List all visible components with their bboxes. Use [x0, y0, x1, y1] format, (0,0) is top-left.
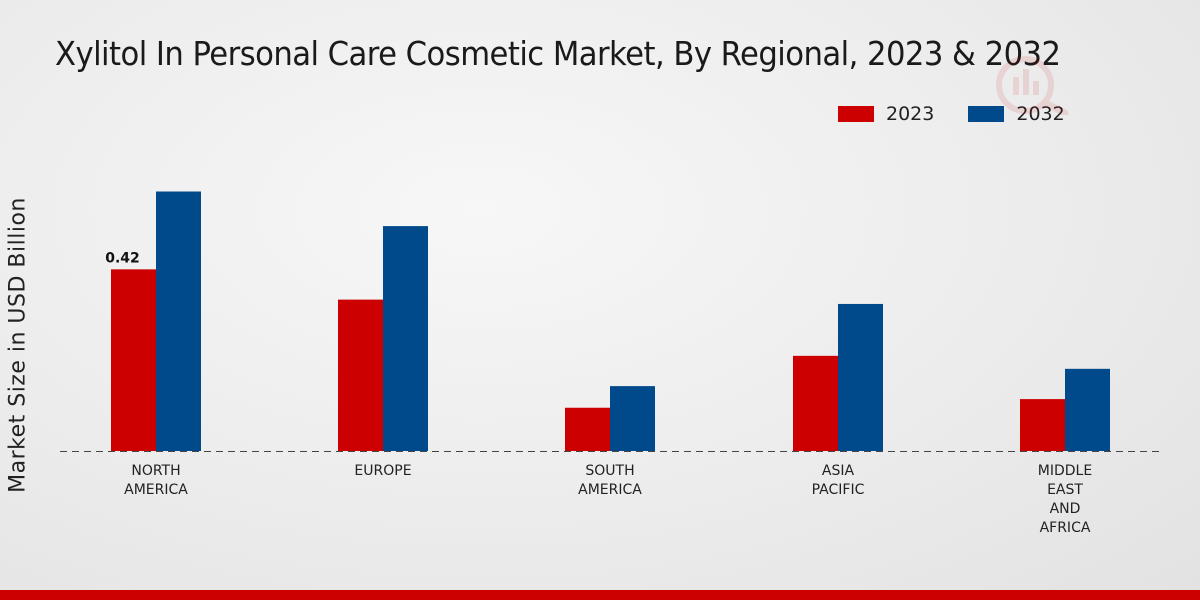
- bar-2032-south-america: [610, 386, 655, 451]
- x-tick-label: SOUTH AMERICA: [578, 463, 642, 498]
- data-label: 0.42: [105, 250, 140, 266]
- bar-2032-middle-east-and-africa: [1065, 368, 1110, 451]
- legend: 2023 2032: [838, 103, 1065, 125]
- bar-2023-north-america: [111, 269, 156, 451]
- x-tick-label: ASIA PACIFIC: [812, 463, 865, 498]
- legend-swatch-2032: [968, 106, 1005, 122]
- x-tick-label: MIDDLE EAST AND AFRICA: [1038, 463, 1092, 536]
- bar-2032-north-america: [156, 191, 201, 451]
- watermark-logo-icon: [996, 56, 1069, 115]
- legend-label-2032: 2032: [1016, 103, 1065, 125]
- bar-2032-europe: [383, 226, 428, 451]
- bar-2023-europe: [338, 299, 383, 451]
- x-tick-label: NORTH AMERICA: [124, 463, 188, 498]
- x-tick-label: EUROPE: [354, 463, 411, 479]
- bar-2023-asia-pacific: [793, 355, 838, 451]
- legend-item-2023: 2023: [838, 103, 934, 125]
- chart-title: Xylitol In Personal Care Cosmetic Market…: [55, 34, 1061, 73]
- bottom-accent-bar: [0, 590, 1200, 600]
- legend-swatch-2023: [838, 106, 874, 122]
- legend-label-2023: 2023: [886, 103, 935, 125]
- bar-2023-south-america: [565, 407, 610, 451]
- bar-2023-middle-east-and-africa: [1020, 399, 1065, 451]
- legend-item-2032: 2032: [968, 103, 1065, 125]
- bar-2032-asia-pacific: [838, 303, 883, 451]
